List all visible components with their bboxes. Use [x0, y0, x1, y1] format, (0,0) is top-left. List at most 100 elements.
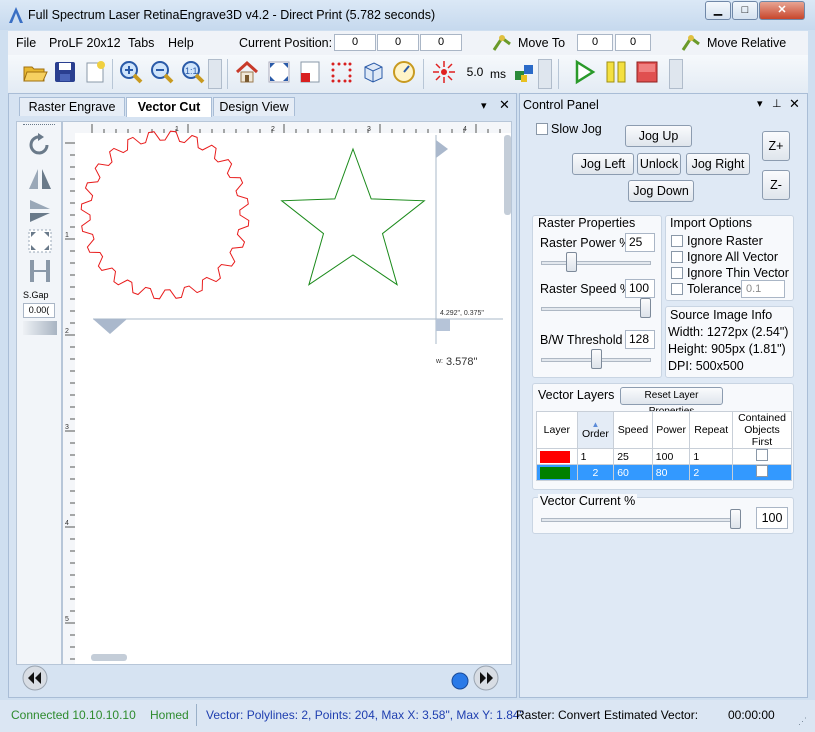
resize-grip-icon[interactable]: ⋰ — [798, 716, 807, 726]
menu-tabs[interactable]: Tabs — [128, 36, 155, 50]
menu-device[interactable]: ProLF 20x12 — [49, 36, 121, 50]
table-header[interactable]: Contained Objects First — [732, 411, 792, 449]
frame-selection-icon[interactable] — [297, 59, 323, 85]
contained-first-cell[interactable] — [732, 464, 792, 481]
raster-speed-slider-thumb[interactable] — [640, 298, 651, 318]
scale-icon[interactable] — [27, 228, 53, 254]
raster-power-slider[interactable] — [541, 261, 651, 265]
table-header[interactable]: ▲ Order — [576, 411, 615, 449]
y-marker-icon[interactable] — [93, 319, 127, 334]
fit-to-screen-icon[interactable] — [266, 59, 292, 85]
bw-threshold-slider-thumb[interactable] — [590, 349, 602, 369]
minimize-button[interactable]: ▁ — [705, 1, 731, 20]
speed-cell[interactable]: 25 — [613, 448, 653, 465]
home-icon[interactable] — [234, 59, 260, 85]
zoom-in-icon[interactable] — [118, 59, 144, 85]
jog-right-button[interactable]: Jog Right — [686, 153, 750, 175]
contained-first-checkbox[interactable] — [756, 449, 768, 461]
layers-cube-icon[interactable] — [511, 59, 537, 85]
star-vector-shape[interactable] — [280, 147, 426, 286]
raster-speed-field[interactable]: 100 — [625, 279, 655, 298]
rewind-icon[interactable] — [22, 665, 48, 691]
origin-handle[interactable] — [436, 319, 450, 331]
raster-speed-slider[interactable] — [541, 307, 651, 311]
menu-file[interactable]: File — [16, 36, 37, 50]
horizontal-scrollbar[interactable] — [91, 654, 127, 661]
bw-threshold-field[interactable]: 128 — [625, 330, 655, 349]
table-header[interactable]: Speed — [613, 411, 653, 449]
move-relative-icon[interactable] — [681, 34, 701, 52]
speed-cell[interactable]: 60 — [613, 464, 653, 481]
raster-power-slider-thumb[interactable] — [565, 252, 577, 272]
pin-icon[interactable]: ⊥ — [772, 98, 782, 110]
ignore-raster-checkbox[interactable] — [671, 235, 683, 247]
play-icon[interactable] — [571, 59, 597, 85]
order-cell[interactable]: 2 — [576, 464, 615, 481]
contained-first-cell[interactable] — [732, 448, 792, 465]
3d-cube-icon[interactable] — [360, 59, 386, 85]
tab-raster-engrave[interactable]: Raster Engrave — [19, 97, 125, 116]
open-folder-icon[interactable] — [22, 59, 48, 85]
laser-duration-field[interactable]: 5.0 — [466, 65, 484, 79]
toolbar-overflow-icon[interactable] — [208, 59, 222, 89]
z-plus-button[interactable]: Z+ — [762, 131, 790, 161]
gear-vector-shape[interactable] — [80, 130, 250, 300]
table-header[interactable]: Power — [651, 411, 691, 449]
fast-forward-icon[interactable] — [473, 665, 499, 691]
vector-current-field[interactable]: 100 — [756, 507, 788, 529]
canvas-drawing[interactable]: 1 2 3 4 1 2 3 4 5 4.292", 0.375" w: 3.57… — [63, 122, 512, 665]
tab-design-view[interactable]: Design View — [213, 97, 295, 116]
panel-close-icon[interactable]: ✕ — [789, 96, 800, 111]
slow-jog-checkbox[interactable] — [536, 123, 548, 135]
z-minus-button[interactable]: Z- — [762, 170, 790, 200]
x-marker-icon[interactable] — [436, 140, 448, 158]
pause-icon[interactable] — [603, 59, 629, 85]
position-indicator-icon[interactable] — [450, 671, 470, 691]
move-to-y-field[interactable]: 0 — [615, 34, 651, 51]
table-header[interactable]: Layer — [536, 411, 578, 449]
tab-vector-cut[interactable]: Vector Cut — [126, 97, 212, 117]
move-to-icon[interactable] — [492, 34, 512, 52]
flip-horizontal-icon[interactable] — [27, 166, 53, 192]
flip-vertical-icon[interactable] — [27, 198, 53, 224]
jog-down-button[interactable]: Jog Down — [628, 180, 694, 202]
rotate-icon[interactable] — [27, 132, 53, 158]
table-row[interactable]: 1 25 100 1 — [536, 448, 792, 465]
move-to-label[interactable]: Move To — [518, 36, 566, 50]
move-to-x-field[interactable]: 0 — [577, 34, 613, 51]
table-header[interactable]: Repeat — [689, 411, 734, 449]
ignore-all-vector-checkbox[interactable] — [671, 251, 683, 263]
jog-left-button[interactable]: Jog Left — [572, 153, 634, 175]
table-row[interactable]: 2 60 80 2 — [536, 464, 792, 481]
maximize-button[interactable]: □ — [732, 1, 758, 20]
pane-close-icon[interactable]: ✕ — [499, 97, 510, 112]
ignore-thin-vector-checkbox[interactable] — [671, 267, 683, 279]
move-relative-label[interactable]: Move Relative — [707, 36, 787, 50]
laser-fire-icon[interactable] — [431, 59, 457, 85]
contained-first-checkbox[interactable] — [756, 465, 768, 477]
repeat-cell[interactable]: 2 — [689, 464, 734, 481]
layer-color-cell[interactable] — [536, 448, 578, 465]
speed-gauge-icon[interactable] — [391, 59, 417, 85]
spacing-gap-icon[interactable] — [27, 258, 53, 284]
sgap-field[interactable]: 0.00( — [23, 303, 55, 318]
repeat-cell[interactable]: 1 — [689, 448, 734, 465]
panel-dropdown-icon[interactable]: ▾ — [757, 98, 763, 110]
toolbar-overflow-icon[interactable] — [538, 59, 552, 89]
power-cell[interactable]: 100 — [651, 448, 691, 465]
menu-help[interactable]: Help — [168, 36, 194, 50]
power-cell[interactable]: 80 — [651, 464, 691, 481]
vector-current-slider[interactable] — [541, 518, 741, 522]
zoom-out-icon[interactable] — [149, 59, 175, 85]
dotted-grid-icon[interactable] — [328, 59, 354, 85]
tolerance-checkbox[interactable] — [671, 283, 683, 295]
zoom-actual-size-icon[interactable]: 1:1 — [180, 59, 206, 85]
toolbar-overflow-icon[interactable] — [669, 59, 683, 89]
jog-up-button[interactable]: Jog Up — [625, 125, 692, 147]
raster-power-field[interactable]: 25 — [625, 233, 655, 252]
close-button[interactable]: ✕ — [759, 1, 805, 20]
order-cell[interactable]: 1 — [576, 448, 615, 465]
unlock-button[interactable]: Unlock — [637, 153, 681, 175]
vector-current-slider-thumb[interactable] — [730, 509, 741, 529]
tolerance-field[interactable]: 0.1 — [741, 280, 785, 298]
